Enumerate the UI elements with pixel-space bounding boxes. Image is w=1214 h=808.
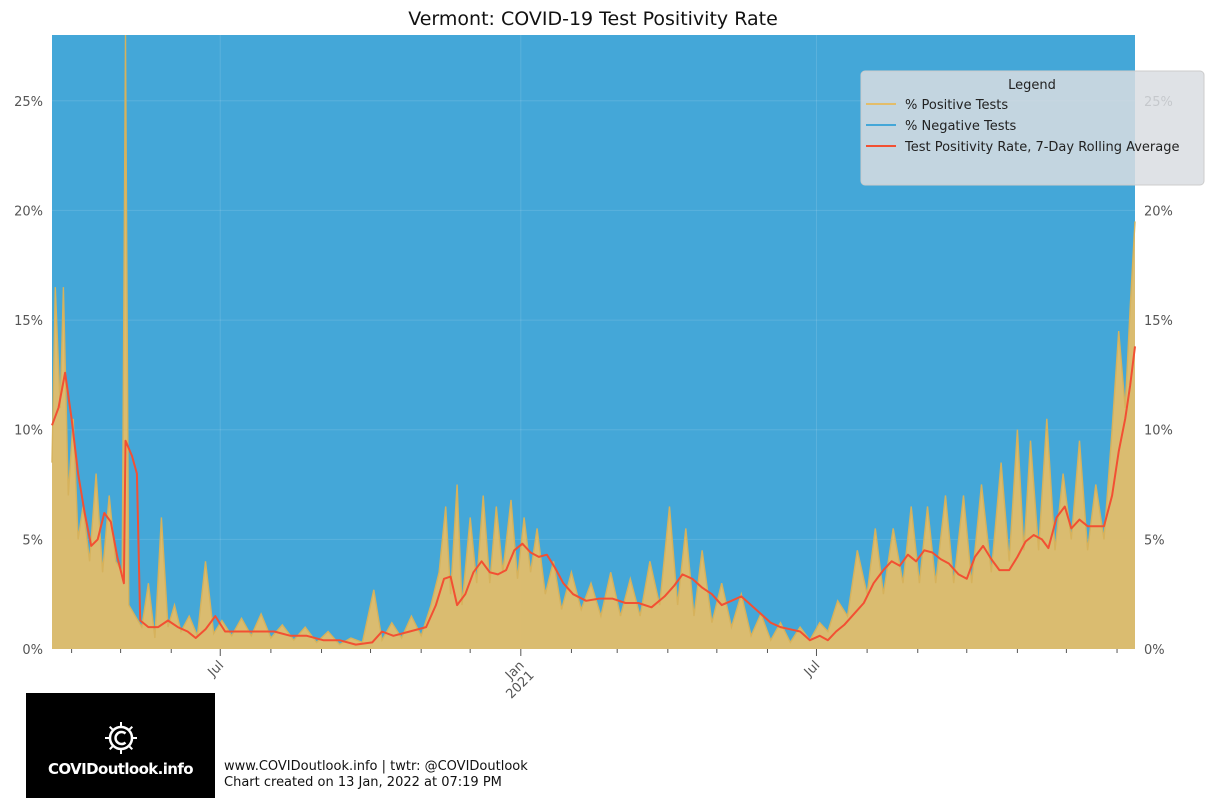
footer-credits: www.COVIDoutlook.info | twtr: @COVIDoutl…: [224, 759, 528, 774]
legend-entry: % Negative Tests: [905, 119, 1017, 134]
chart-title: Vermont: COVID-19 Test Positivity Rate: [408, 8, 778, 30]
footer: www.COVIDoutlook.info | twtr: @COVIDoutl…: [224, 759, 528, 791]
y-tick-label-right: 20%: [1144, 204, 1173, 219]
x-tick-label-line: Jul: [205, 658, 227, 680]
x-tick-label: Jan2021: [494, 658, 538, 702]
y-tick-label-left: 5%: [22, 533, 43, 548]
y-tick-label-right: 15%: [1144, 314, 1173, 329]
y-tick-label-right: 0%: [1144, 643, 1165, 658]
y-tick-label-left: 15%: [14, 314, 43, 329]
y-tick-label-left: 25%: [14, 95, 43, 110]
x-tick-label: Jul: [801, 658, 823, 680]
logo: COVIDoutlook.info: [26, 693, 215, 798]
y-tick-label-left: 0%: [22, 643, 43, 658]
legend-entry: Test Positivity Rate, 7-Day Rolling Aver…: [904, 140, 1179, 155]
y-tick-label-left: 10%: [14, 424, 43, 439]
y-tick-label-right: 10%: [1144, 424, 1173, 439]
x-tick-label: Jul: [205, 658, 227, 680]
footer-created-date: Chart created on 13 Jan, 2022 at 07:19 P…: [224, 775, 502, 790]
x-axis: Jul Jan2021 Jul: [71, 649, 1118, 702]
legend-title: Legend: [1008, 78, 1056, 93]
positive-tests-area: [52, 35, 1135, 649]
virus-logo-icon: [104, 721, 137, 754]
rolling-average-line: [51, 346, 1136, 646]
legend-entry: % Positive Tests: [905, 98, 1008, 113]
y-tick-label-left: 20%: [14, 204, 43, 219]
logo-text: COVIDoutlook.info: [47, 759, 194, 778]
positive-tests-line: [51, 34, 1136, 646]
y-axis-left: 0% 5% 10% 15% 20% 25%: [14, 95, 43, 658]
legend: Legend % Positive Tests % Negative Tests T…: [860, 70, 1205, 186]
x-tick-label-line: Jul: [801, 658, 823, 680]
legend-box: [860, 70, 1205, 186]
y-tick-label-right: 5%: [1144, 533, 1165, 548]
